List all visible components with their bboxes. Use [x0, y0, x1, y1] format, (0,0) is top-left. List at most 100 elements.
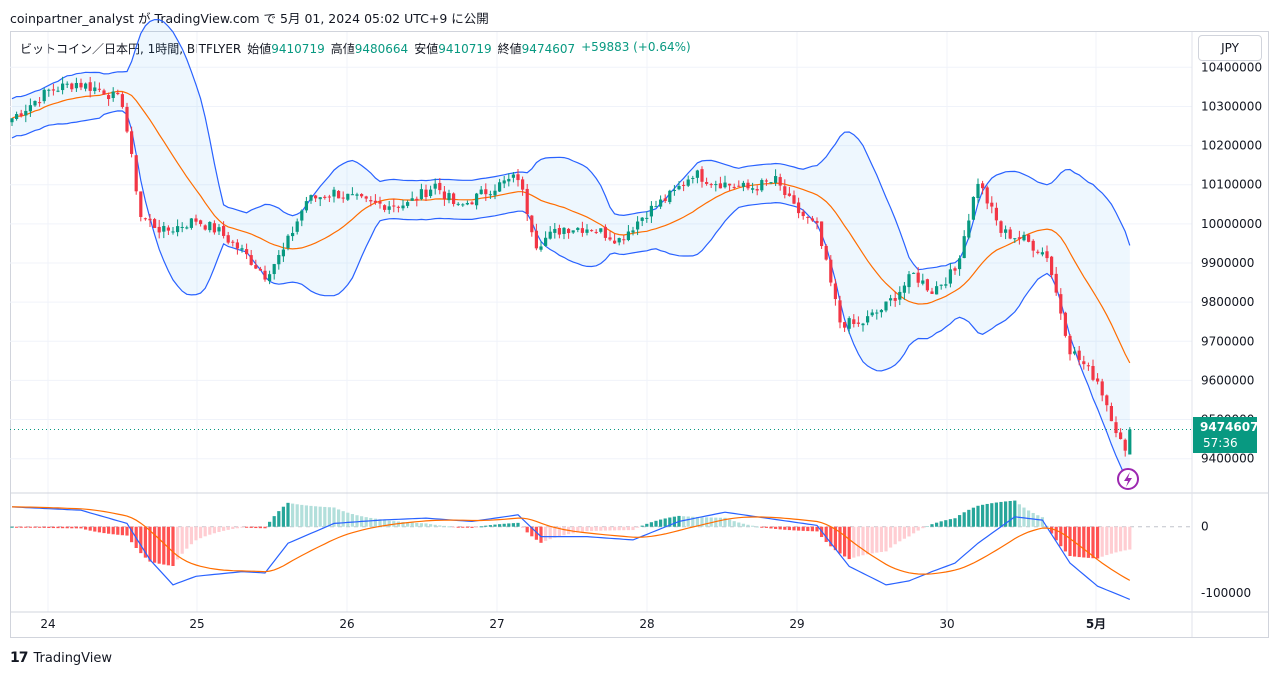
lightning-icon[interactable]: [1117, 468, 1139, 490]
macd-histogram-bar: [406, 522, 410, 527]
macd-histogram-bar: [245, 526, 249, 528]
macd-histogram-bar: [456, 526, 460, 528]
macd-histogram-bar: [38, 526, 42, 528]
macd-histogram-bar: [640, 525, 644, 527]
macd-histogram-bar: [843, 526, 847, 557]
macd-histogram-bar: [599, 526, 603, 531]
candle-body: [686, 179, 690, 186]
candle-body: [585, 229, 589, 233]
macd-histogram-bar: [755, 526, 759, 528]
candle-body: [93, 87, 97, 92]
candle-body: [208, 221, 212, 231]
macd-histogram-bar: [608, 526, 612, 531]
macd-histogram-bar: [318, 506, 322, 527]
candle-body: [102, 90, 106, 95]
candle-body: [116, 92, 120, 95]
candle-body: [884, 301, 888, 311]
macd-histogram-bar: [760, 526, 764, 528]
candle-body: [1013, 238, 1017, 240]
macd-histogram-bar: [1036, 515, 1040, 527]
macd-histogram-bar: [668, 517, 672, 527]
candle-body: [737, 185, 741, 187]
candle-body: [162, 225, 166, 232]
macd-histogram-bar: [176, 526, 180, 560]
candle-body: [1045, 251, 1049, 259]
candle-body: [981, 183, 985, 189]
macd-histogram-bar: [479, 526, 483, 528]
candle-body: [548, 231, 552, 239]
candle-body: [461, 204, 465, 206]
candle-body: [971, 196, 975, 220]
macd-histogram-bar: [557, 526, 561, 537]
macd-histogram-bar: [162, 526, 166, 565]
candle-body: [1054, 273, 1058, 293]
macd-histogram-bar: [1100, 526, 1104, 557]
candle-body: [383, 205, 387, 210]
candle-body: [258, 268, 262, 271]
macd-histogram-bar: [1086, 526, 1090, 558]
macd-histogram-bar: [74, 526, 78, 529]
macd-histogram-bar: [378, 519, 382, 527]
price-tick-label: 10300000: [1201, 99, 1262, 113]
candle-body: [231, 241, 235, 243]
macd-histogram-bar: [889, 526, 893, 548]
change-value: +59883 (+0.64%): [581, 40, 691, 54]
lower-band-line: [11, 110, 1131, 481]
macd-histogram-bar: [797, 526, 801, 531]
candle-body: [677, 186, 681, 190]
candle-body: [364, 196, 368, 199]
candle-body: [631, 230, 635, 233]
macd-histogram-bar: [120, 526, 124, 536]
macd-histogram-bar: [373, 518, 377, 527]
macd-histogram-bar: [613, 526, 617, 531]
candle-body: [79, 82, 83, 88]
candle-body: [245, 249, 249, 255]
candle-body: [1027, 234, 1031, 242]
macd-histogram-bar: [235, 526, 239, 529]
macd-histogram-bar: [346, 512, 350, 527]
candle-body: [88, 82, 92, 91]
currency-button[interactable]: JPY: [1198, 35, 1262, 61]
candle-body: [212, 223, 216, 233]
candle-body: [829, 259, 833, 283]
footer-brand: TradingView: [33, 650, 113, 666]
candle-body: [953, 268, 957, 271]
macd-histogram-bar: [944, 520, 948, 527]
macd-histogram-bar: [1059, 526, 1063, 547]
macd-histogram-bar: [833, 526, 837, 551]
candle-body: [939, 284, 943, 286]
macd-histogram-bar: [631, 526, 635, 531]
candle-body: [180, 226, 184, 228]
candle-body: [774, 176, 778, 183]
macd-histogram-bar: [295, 504, 299, 527]
macd-histogram-bar: [254, 526, 258, 529]
macd-histogram-bar: [148, 526, 152, 562]
candle-body: [332, 189, 336, 197]
candle-body: [300, 210, 304, 221]
candle-body: [663, 198, 667, 201]
macd-histogram-bar: [281, 506, 285, 527]
time-tick-label: 24: [40, 617, 55, 631]
candle-body: [741, 182, 745, 187]
candle-body: [74, 82, 78, 89]
macd-histogram-bar: [603, 526, 607, 531]
macd-histogram-bar: [470, 526, 474, 528]
candle-body: [608, 237, 612, 240]
candle-body: [760, 180, 764, 191]
macd-histogram-bar: [810, 526, 814, 532]
macd-histogram-bar: [222, 526, 226, 531]
candle-body: [148, 218, 152, 221]
macd-histogram-bar: [166, 526, 170, 566]
candle-body: [318, 197, 322, 200]
macd-histogram-bar: [1091, 526, 1095, 559]
candle-body: [484, 189, 488, 195]
candle-body: [778, 177, 782, 186]
candle-body: [539, 246, 543, 250]
macd-histogram-bar: [304, 505, 308, 527]
macd-histogram-bar: [801, 526, 805, 531]
macd-histogram-bar: [337, 509, 341, 527]
candle-body: [898, 291, 902, 300]
macd-histogram-bar: [636, 526, 640, 528]
macd-histogram-bar: [672, 516, 676, 527]
